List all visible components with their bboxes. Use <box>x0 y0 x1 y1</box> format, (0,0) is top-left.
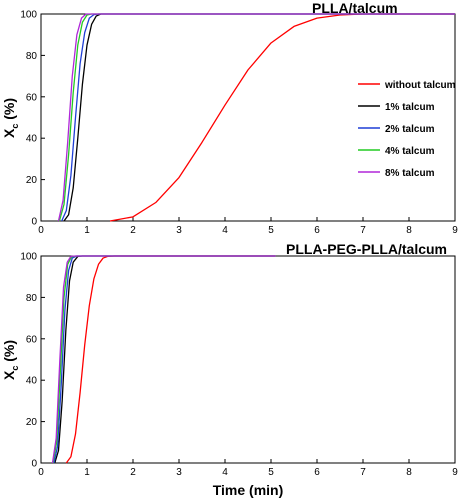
series-line-2-talcum <box>53 255 276 464</box>
legend-label-8-talcum: 8% talcum <box>385 168 435 179</box>
series-line-1-talcum <box>54 255 276 464</box>
chart-panel-plla-peg-plla-talcum: 0 1 2 3 4 5 6 7 8 9 0 20 40 60 80 100 PLLA-PEG-PLLA/tal… <box>1 241 458 498</box>
x-tick-label: 6 <box>314 467 320 478</box>
y-tick-label: 100 <box>20 252 37 263</box>
series-line-8-talcum <box>57 13 455 222</box>
x-tick-label: 4 <box>222 225 228 236</box>
tick-layer: 0 1 2 3 4 5 6 7 8 9 0 20 40 60 80 100 <box>20 10 458 237</box>
y-axis-label-unit: (%) <box>1 340 17 366</box>
plot-frame <box>40 13 456 222</box>
series-layer <box>57 13 455 222</box>
series-line-1-talcum <box>63 13 455 222</box>
series-layer <box>51 255 276 464</box>
y-tick-label: 80 <box>26 51 38 62</box>
y-axis-label-unit: (%) <box>1 98 17 124</box>
chart-title: PLLA/talcum <box>312 0 398 16</box>
x-tick-label: 0 <box>38 225 44 236</box>
x-tick-label: 3 <box>176 467 182 478</box>
series-line-without-talcum <box>109 13 455 222</box>
series-line-4-talcum <box>58 13 455 222</box>
y-axis-label-main: X <box>1 370 17 380</box>
chart-panel-plla-talcum: 0 1 2 3 4 5 6 7 8 9 0 20 40 60 80 100 PLLA/talcum Xc (%… <box>1 0 458 236</box>
x-tick-label: 8 <box>406 467 412 478</box>
tick-layer: 0 1 2 3 4 5 6 7 8 9 0 20 40 60 80 100 <box>20 252 458 479</box>
legend-label-4-talcum: 4% talcum <box>385 146 435 157</box>
y-tick-label: 60 <box>26 334 38 345</box>
series-line-2-talcum <box>61 13 455 222</box>
y-axis-label-subscript: c <box>10 366 20 371</box>
y-tick-label: 60 <box>26 92 38 103</box>
plot-frame <box>40 255 456 464</box>
y-tick-label: 80 <box>26 293 38 304</box>
y-tick-label: 0 <box>31 459 37 470</box>
x-tick-label: 1 <box>84 225 90 236</box>
x-tick-label: 7 <box>360 225 366 236</box>
legend: without talcum 1% talcum 2% talcum 4% ta… <box>358 80 456 179</box>
y-axis-label-main: X <box>1 128 17 138</box>
x-tick-label: 1 <box>84 467 90 478</box>
x-tick-label: 2 <box>130 467 136 478</box>
x-tick-label: 8 <box>406 225 412 236</box>
x-tick-label: 7 <box>360 467 366 478</box>
y-axis-label: Xc (%) <box>1 98 20 138</box>
series-line-8-talcum <box>51 255 276 464</box>
y-axis-label-subscript: c <box>10 124 20 129</box>
x-tick-label: 4 <box>222 467 228 478</box>
y-tick-label: 0 <box>31 217 37 228</box>
x-tick-label: 5 <box>268 225 274 236</box>
legend-label-without-talcum: without talcum <box>384 80 456 91</box>
series-line-4-talcum <box>52 255 276 464</box>
x-tick-label: 3 <box>176 225 182 236</box>
x-tick-label: 6 <box>314 225 320 236</box>
x-tick-label: 9 <box>452 467 458 478</box>
legend-label-1-talcum: 1% talcum <box>385 102 435 113</box>
y-tick-label: 40 <box>26 134 38 145</box>
y-tick-label: 40 <box>26 376 38 387</box>
y-tick-label: 20 <box>26 175 38 186</box>
x-tick-label: 5 <box>268 467 274 478</box>
x-tick-label: 9 <box>452 225 458 236</box>
x-tick-label: 0 <box>38 467 44 478</box>
x-axis-label: Time (min) <box>213 482 284 498</box>
series-line-without-talcum <box>65 255 276 464</box>
y-tick-label: 100 <box>20 10 37 21</box>
chart-title: PLLA-PEG-PLLA/talcum <box>286 241 447 257</box>
legend-label-2-talcum: 2% talcum <box>385 124 435 135</box>
y-axis-label: Xc (%) <box>1 340 20 380</box>
x-tick-label: 2 <box>130 225 136 236</box>
y-tick-label: 20 <box>26 417 38 428</box>
